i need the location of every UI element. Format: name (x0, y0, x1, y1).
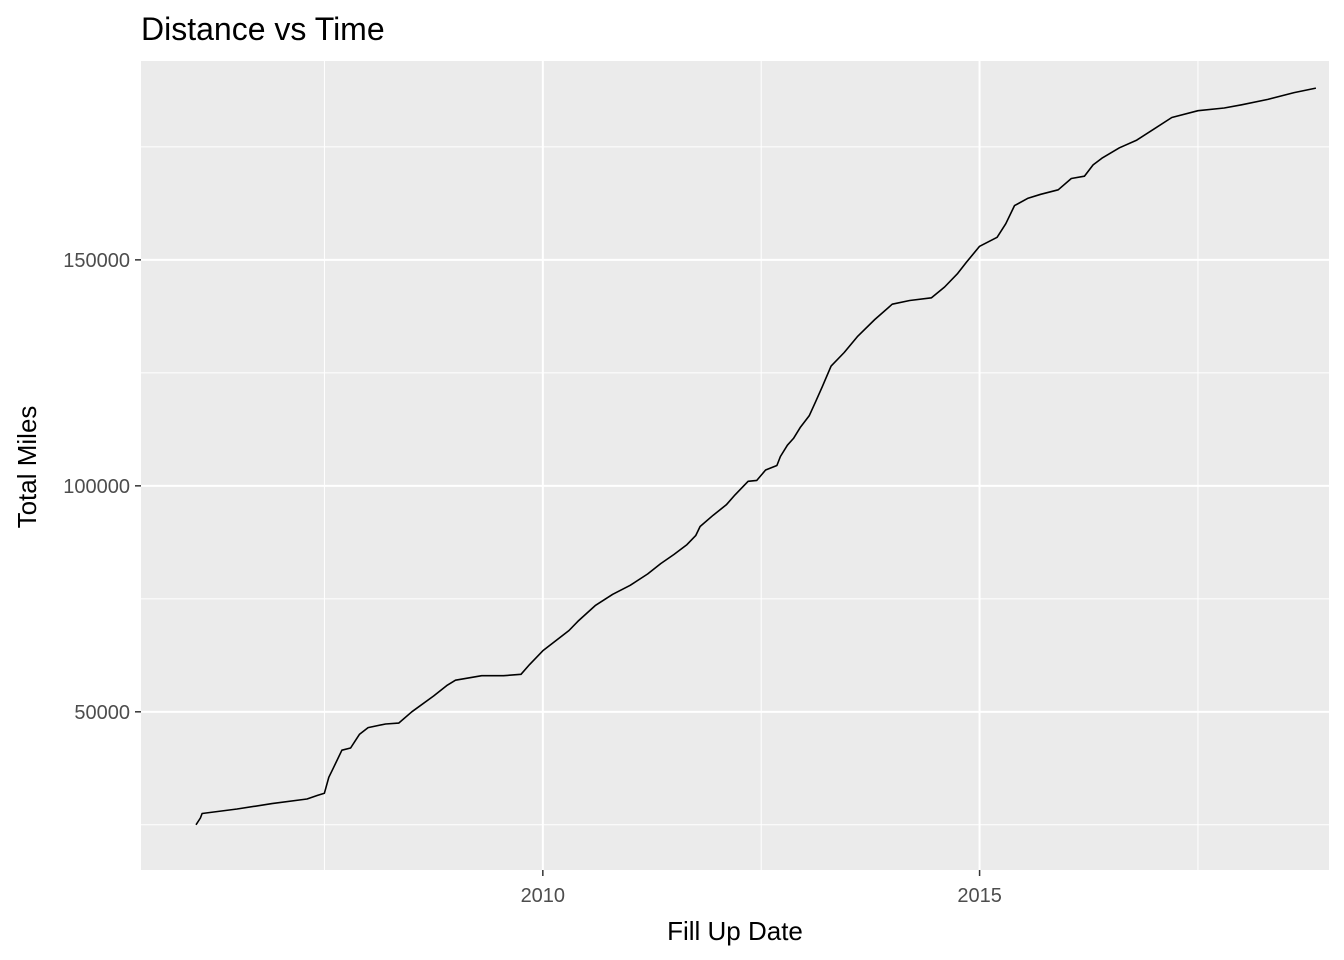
series-layer (195, 87, 1317, 826)
y-axis-ticks: 50000 100000 150000 (63, 250, 141, 724)
x-axis-ticks: 2010 2015 (521, 870, 1002, 907)
y-axis-title: Total Miles (12, 406, 42, 529)
x-axis-title: Fill Up Date (667, 916, 803, 946)
y-tick-label: 100000 (63, 476, 130, 498)
minor-grid (141, 61, 1329, 870)
chart-title: Distance vs Time (141, 11, 385, 47)
x-tick-label: 2015 (957, 885, 1002, 907)
y-tick-label: 50000 (74, 702, 130, 724)
total-miles-line (195, 87, 1317, 826)
major-grid (141, 61, 1329, 870)
y-tick-label: 150000 (63, 250, 130, 272)
x-tick-label: 2010 (521, 885, 566, 907)
plot-panel (141, 61, 1329, 870)
